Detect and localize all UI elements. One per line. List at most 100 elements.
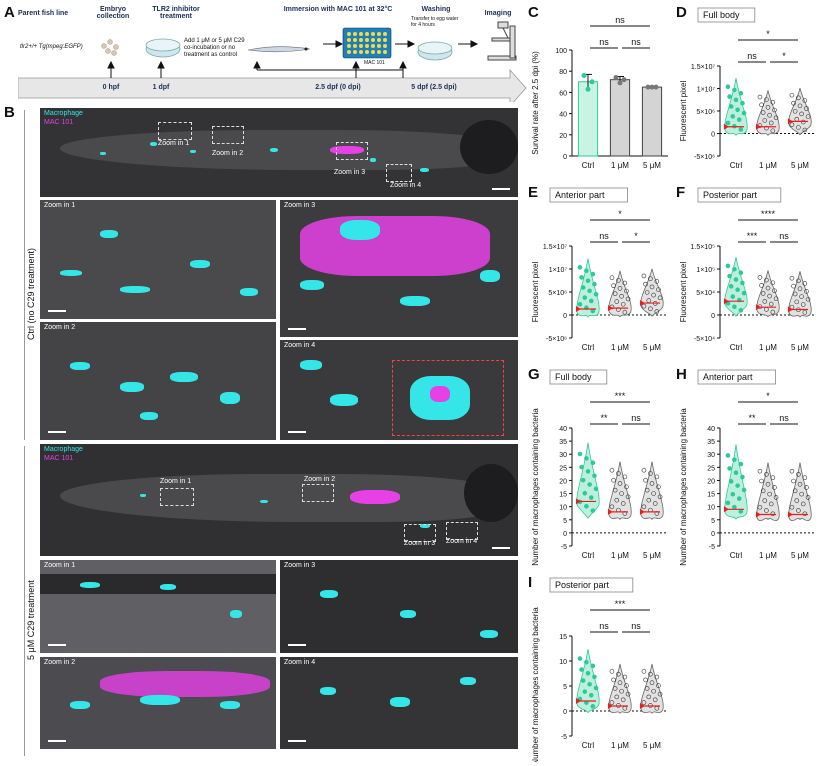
data-point (657, 494, 663, 500)
y-tick-label: 80 (559, 69, 567, 76)
chart-title: Posterior part (555, 580, 610, 590)
data-point (740, 474, 745, 480)
y-axis-label: Fluorescent pixel (679, 81, 688, 142)
y-tick-label: 0 (563, 313, 567, 320)
y-axis-label: Number of macrophages containing bacteri… (531, 607, 540, 762)
data-point (796, 125, 801, 130)
x-tick-label: 5 μM (643, 161, 661, 170)
data-point (733, 97, 739, 103)
data-point (738, 509, 744, 514)
data-point (738, 461, 744, 467)
median-marker (575, 698, 581, 704)
data-point (740, 280, 745, 286)
chart-title-box (697, 187, 782, 203)
median-marker (607, 703, 613, 709)
step-washing-title: Washing (421, 6, 451, 13)
data-point (797, 481, 803, 487)
data-point (609, 275, 615, 281)
data-point (616, 278, 621, 283)
data-point (789, 275, 795, 281)
data-point (735, 287, 740, 293)
timeline-1dpf: 1 dpf (152, 84, 170, 91)
bar (641, 86, 663, 157)
data-point (800, 302, 806, 307)
c29-zoombox-1 (160, 488, 194, 506)
data-point (624, 683, 629, 688)
data-point (651, 491, 656, 496)
data-point (767, 293, 772, 299)
data-point (791, 283, 796, 289)
y-axis-label: Survival rate after 2.5 dpi (%) (531, 51, 540, 155)
timeline-5dpf: 5 dpf (2.5 dpi) (411, 84, 457, 91)
violin (576, 258, 600, 318)
data-point (804, 289, 809, 294)
data-point (765, 105, 771, 110)
y-tick-label: -5×10⁶ (694, 154, 715, 161)
chart-posterior-macrophages: Posterior part -5 0 5 10 15 Number of macropha… (531, 577, 668, 762)
data-point (736, 496, 742, 501)
data-point (585, 86, 591, 92)
data-point (730, 294, 736, 299)
ctrl-bracket (24, 110, 25, 440)
chart-title-box (697, 369, 776, 385)
data-point (648, 471, 653, 476)
data-point (619, 293, 624, 299)
data-point (589, 79, 595, 85)
y-tick-label: 35 (707, 439, 715, 446)
data-point (764, 472, 769, 477)
c29-zoom1-label: Zoom in 1 (44, 562, 76, 569)
sig-label: ns (615, 15, 625, 25)
c29-fish-image: Macrophage MAC 101 Zoom in 1 Zoom in 2 Z… (40, 444, 518, 556)
data-point (580, 285, 586, 290)
data-point (736, 117, 742, 122)
data-point (656, 683, 661, 688)
panel-label-g: G (528, 366, 540, 383)
y-tick-label: 1×10⁵ (696, 267, 715, 274)
data-point (725, 120, 731, 126)
median-marker (755, 511, 761, 518)
median-marker (639, 300, 645, 307)
data-point (577, 302, 583, 307)
data-point (580, 678, 586, 683)
data-point (732, 87, 737, 93)
data-point (796, 95, 801, 101)
violin (608, 461, 632, 520)
data-point (765, 481, 771, 487)
chart-title-box (697, 7, 756, 23)
c29-zoom3-image: Zoom in 3 (280, 560, 518, 653)
data-point (582, 490, 588, 496)
data-point (643, 677, 648, 683)
data-point (577, 265, 583, 270)
c29-zoombox-4 (446, 522, 478, 540)
data-point (760, 110, 766, 115)
data-point (799, 491, 804, 497)
data-point (805, 495, 811, 500)
chart-title-box (549, 187, 628, 203)
y-axis-label: Number of macrophages containing bacteri… (679, 408, 688, 566)
y-tick-label: 5×10⁴ (696, 290, 715, 297)
data-point (762, 118, 768, 123)
data-point (653, 84, 659, 90)
ctrl-legend-macrophage: Macrophage (44, 110, 83, 117)
chart-survival-rate: 0 20 40 60 80 100 Survival rate after 2.5 dpi … (531, 15, 668, 170)
y-tick-label: 0 (711, 313, 715, 320)
sig-label: ns (747, 51, 757, 61)
y-tick-label: 1.5×10⁷ (691, 64, 716, 71)
data-point (622, 280, 628, 286)
data-point (646, 694, 652, 700)
panel-label-f: F (676, 184, 686, 201)
data-point (590, 704, 596, 709)
violin (576, 442, 600, 519)
sig-label: * (782, 51, 786, 61)
median-marker (607, 305, 613, 312)
chart-title-box (549, 577, 634, 593)
median-marker (723, 298, 729, 305)
violin (788, 88, 812, 136)
data-point (738, 307, 744, 313)
data-point (645, 84, 651, 90)
data-point (592, 473, 597, 479)
data-point (641, 303, 647, 309)
data-point (760, 488, 766, 494)
data-point (772, 107, 777, 113)
data-point (725, 453, 731, 458)
